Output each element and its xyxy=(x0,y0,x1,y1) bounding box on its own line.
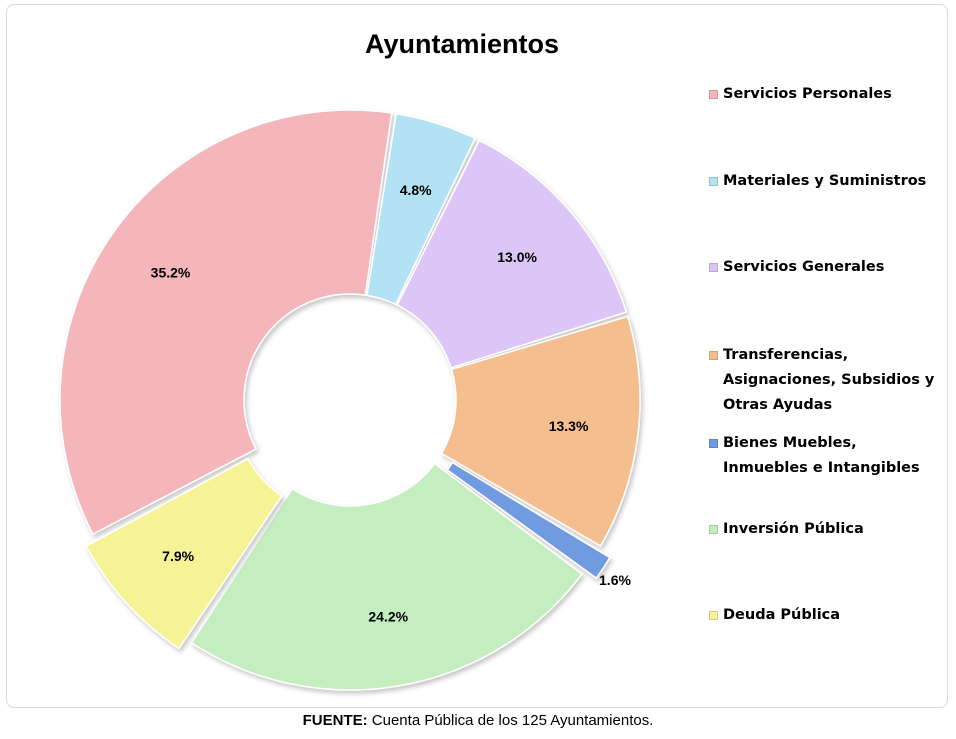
legend-label: Deuda Pública xyxy=(723,607,841,623)
donut-chart: 35.2% 4.8% 13.0% 13.3% 1.6% 24.2% 7.9% xyxy=(59,109,641,691)
legend-swatch xyxy=(709,351,718,360)
chart-frame: Ayuntamientos 35.2% 4.8% 13.0% 13.3% 1.6% 24.… xyxy=(6,4,948,708)
legend-item: Materiales y Suministros xyxy=(709,169,949,194)
legend-label: Bienes Muebles, Inmuebles e Intangibles xyxy=(723,435,920,476)
data-label: 24.2% xyxy=(368,609,408,625)
legend-swatch xyxy=(709,263,718,272)
slice-transferencias-asignaciones-subsidios-y-otras-ayudas xyxy=(440,315,641,548)
legend-item: Deuda Pública xyxy=(709,603,949,628)
data-label: 13.0% xyxy=(497,249,537,265)
data-label: 13.3% xyxy=(549,418,589,434)
legend-label: Inversión Pública xyxy=(723,521,864,537)
slice-bienes-muebles-inmuebles-e-intangibles xyxy=(446,461,611,580)
legend-swatch xyxy=(709,439,718,448)
slice-servicios-personales xyxy=(59,109,393,536)
chart-legend: Servicios Personales Materiales y Suminis… xyxy=(709,5,949,705)
source-text: Cuenta Pública de los 125 Ayuntamientos. xyxy=(367,712,654,729)
legend-label: Servicios Generales xyxy=(723,259,885,275)
legend-label: Transferencias, Asignaciones, Subsidios y… xyxy=(723,347,935,413)
legend-item: Bienes Muebles, Inmuebles e Intangibles xyxy=(709,431,949,481)
source-note: FUENTE: Cuenta Pública de los 125 Ayunta… xyxy=(0,712,956,729)
slice-inversion-publica xyxy=(190,462,583,691)
legend-item: Servicios Generales xyxy=(709,255,949,280)
legend-item: Servicios Personales xyxy=(709,82,949,107)
legend-label: Servicios Personales xyxy=(723,86,892,102)
legend-item: Transferencias, Asignaciones, Subsidios y… xyxy=(709,343,949,418)
slice-materiales-y-suministros xyxy=(366,112,477,306)
legend-label: Materiales y Suministros xyxy=(723,173,927,189)
source-label: FUENTE: xyxy=(302,712,368,729)
data-label: 35.2% xyxy=(151,265,191,281)
legend-swatch xyxy=(709,177,718,186)
chart-title: Ayuntamientos xyxy=(364,29,560,59)
data-label: 7.9% xyxy=(162,548,194,564)
slice-deuda-publica xyxy=(85,457,283,650)
data-label: 1.6% xyxy=(599,572,631,588)
slice-servicios-generales xyxy=(396,139,628,369)
data-label: 4.8% xyxy=(400,182,432,198)
legend-swatch xyxy=(709,90,718,99)
legend-item: Inversión Pública xyxy=(709,517,949,542)
legend-swatch xyxy=(709,525,718,534)
legend-swatch xyxy=(709,611,718,620)
